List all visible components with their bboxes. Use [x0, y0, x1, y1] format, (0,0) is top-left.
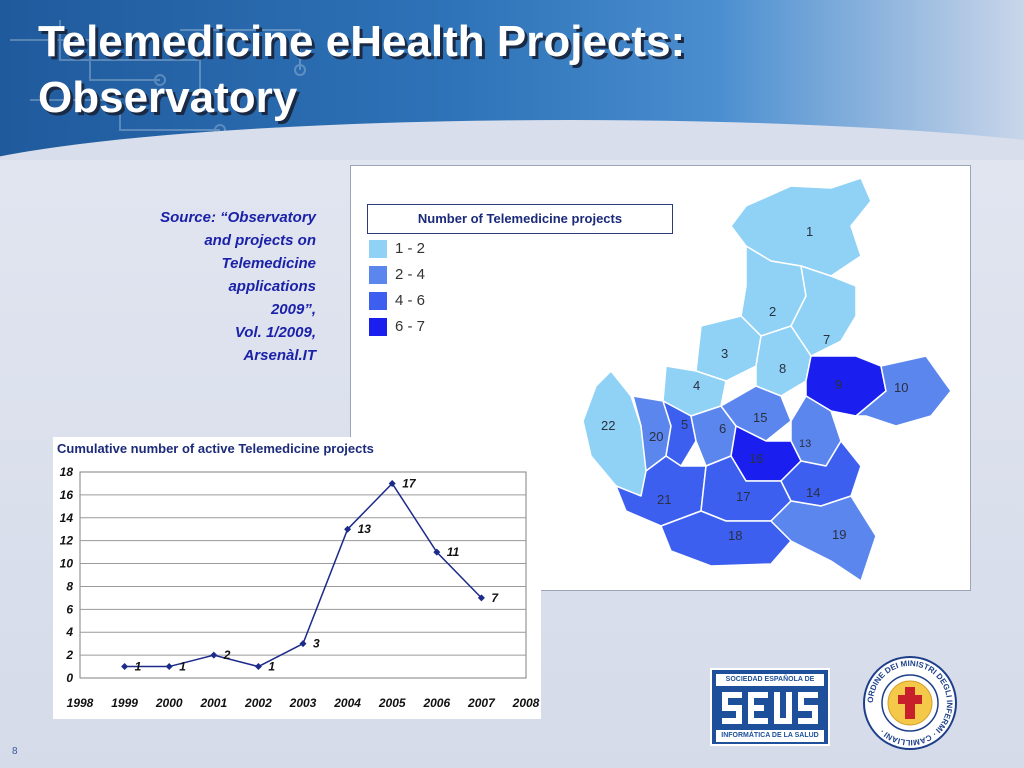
header-band [0, 0, 1024, 160]
x-tick-label: 2000 [155, 696, 183, 710]
region-label-10: 10 [894, 380, 908, 395]
source-line: applications [228, 278, 316, 295]
region-label-4: 4 [693, 378, 700, 393]
region-label-13: 13 [799, 438, 811, 450]
region-map: 1 2 3 4 7 8 9 10 5 6 13 14 15 16 17 18 1… [582, 177, 952, 582]
x-tick-label: 2004 [333, 696, 361, 710]
region-label-2: 2 [769, 304, 776, 319]
map-legend-title: Number of Telemedicine projects [367, 204, 673, 234]
map-region-21 [615, 455, 707, 527]
data-label: 7 [491, 591, 499, 605]
map-region-19 [770, 495, 877, 582]
x-tick-label: 2007 [467, 696, 496, 710]
data-point [210, 651, 218, 659]
data-point [299, 640, 307, 648]
y-tick-label: 4 [65, 625, 73, 639]
region-label-7: 7 [823, 332, 830, 347]
y-tick-label: 2 [65, 648, 73, 662]
source-line: 2009”, [270, 301, 316, 318]
map-region-8 [755, 325, 812, 397]
chart-title: Cumulative number of active Telemedicine… [57, 441, 374, 456]
data-point [344, 525, 352, 533]
legend-label: 4 - 6 [395, 292, 426, 309]
ses-logo-bottom-text: INFORMÁTICA DE LA SALUD [716, 730, 824, 742]
source-line: Vol. 1/2009, [234, 324, 316, 341]
map-panel: 1 2 3 4 7 8 9 10 5 6 13 14 15 16 17 18 1… [350, 165, 971, 591]
data-label: 1 [179, 660, 186, 674]
x-tick-label: 1998 [67, 696, 94, 710]
title-line-2: Observatory [38, 73, 298, 122]
data-point [477, 594, 485, 602]
region-label-1: 1 [806, 224, 813, 239]
source-line: Source: “Observatory [160, 209, 316, 226]
legend-label: 6 - 7 [395, 318, 426, 335]
legend-label: 2 - 4 [395, 266, 426, 283]
ses-logo-top-text: SOCIEDAD ESPAÑOLA DE [716, 674, 824, 686]
page-number: 8 [12, 746, 18, 757]
y-tick-label: 0 [66, 671, 73, 685]
y-tick-label: 12 [60, 534, 74, 548]
ses-logo-mark [722, 692, 818, 724]
region-label-9: 9 [835, 377, 842, 392]
region-label-20: 20 [649, 429, 663, 444]
data-label: 11 [447, 545, 460, 559]
line-chart: Cumulative number of active Telemedicine… [53, 437, 541, 719]
data-point [388, 479, 396, 487]
map-region-22 [582, 370, 652, 497]
slide-title: Telemedicine eHealth Projects: Observato… [38, 14, 938, 126]
region-label-22: 22 [601, 418, 615, 433]
x-tick-label: 2008 [512, 696, 540, 710]
camilliani-seal: ORDINE DEI MINISTRI DEGLI INFERMI · CAMI… [863, 656, 957, 750]
y-tick-label: 16 [60, 488, 74, 502]
data-label: 13 [358, 522, 372, 536]
x-tick-label: 2006 [422, 696, 450, 710]
source-line: Telemedicine [221, 255, 316, 272]
legend-swatch [369, 240, 387, 258]
y-tick-label: 14 [60, 511, 74, 525]
source-line: and projects on [204, 232, 316, 249]
region-label-17: 17 [736, 489, 750, 504]
map-region-10 [855, 355, 952, 427]
title-line-1: Telemedicine eHealth Projects: [38, 17, 686, 66]
y-tick-label: 10 [60, 557, 74, 571]
data-label: 2 [223, 648, 231, 662]
map-region-7 [790, 265, 857, 357]
x-tick-label: 2002 [244, 696, 272, 710]
ses-logo: SOCIEDAD ESPAÑOLA DE INFORMÁTICA DE LA S… [710, 668, 830, 746]
y-tick-label: 6 [66, 602, 73, 616]
x-tick-label: 2005 [378, 696, 406, 710]
map-region-3 [695, 315, 762, 382]
region-label-5: 5 [681, 417, 688, 432]
region-label-3: 3 [721, 346, 728, 361]
x-tick-label: 2001 [199, 696, 227, 710]
data-label: 17 [402, 476, 417, 490]
data-point [433, 548, 441, 556]
legend-swatch [369, 292, 387, 310]
region-label-8: 8 [779, 361, 786, 376]
data-point [165, 663, 173, 671]
x-tick-label: 1999 [111, 696, 138, 710]
region-label-18: 18 [728, 528, 742, 543]
region-label-19: 19 [832, 527, 846, 542]
region-label-6: 6 [719, 421, 726, 436]
x-tick-label: 2003 [289, 696, 317, 710]
region-label-14: 14 [806, 485, 820, 500]
y-tick-label: 18 [60, 465, 74, 479]
source-citation: Source: “Observatory and projects on Tel… [120, 206, 316, 367]
source-line: Arsenàl.IT [243, 347, 316, 364]
y-tick-label: 8 [66, 579, 73, 593]
region-label-16: 16 [749, 451, 763, 466]
data-label: 1 [268, 660, 275, 674]
data-label: 1 [135, 660, 142, 674]
region-label-15: 15 [753, 410, 767, 425]
legend-swatch [369, 266, 387, 284]
legend-swatch [369, 318, 387, 336]
data-point [121, 663, 129, 671]
legend-label: 1 - 2 [395, 240, 426, 257]
data-label: 3 [313, 637, 320, 651]
region-label-21: 21 [657, 492, 671, 507]
data-point [254, 663, 262, 671]
